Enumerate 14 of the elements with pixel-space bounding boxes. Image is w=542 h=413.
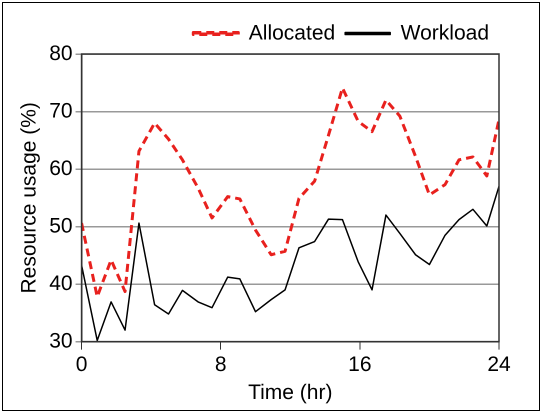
y-tick-label: 60	[49, 156, 73, 180]
legend-label: Workload	[400, 21, 490, 44]
x-tick-label: 8	[214, 352, 227, 376]
legend-label: Allocated	[248, 21, 336, 44]
y-tick-label: 50	[49, 214, 73, 238]
x-tick-label: 16	[348, 352, 372, 376]
y-tick-label: 30	[49, 329, 73, 352]
y-tick-label: 80	[49, 42, 73, 65]
x-axis-title: Time (hr)	[248, 381, 332, 404]
x-tick-label: 24	[487, 352, 511, 376]
y-tick-label: 40	[49, 272, 73, 295]
y-axis-title: Resource usage (%)	[17, 102, 40, 294]
x-tick-label: 0	[76, 352, 88, 376]
y-tick-label: 70	[49, 99, 73, 122]
